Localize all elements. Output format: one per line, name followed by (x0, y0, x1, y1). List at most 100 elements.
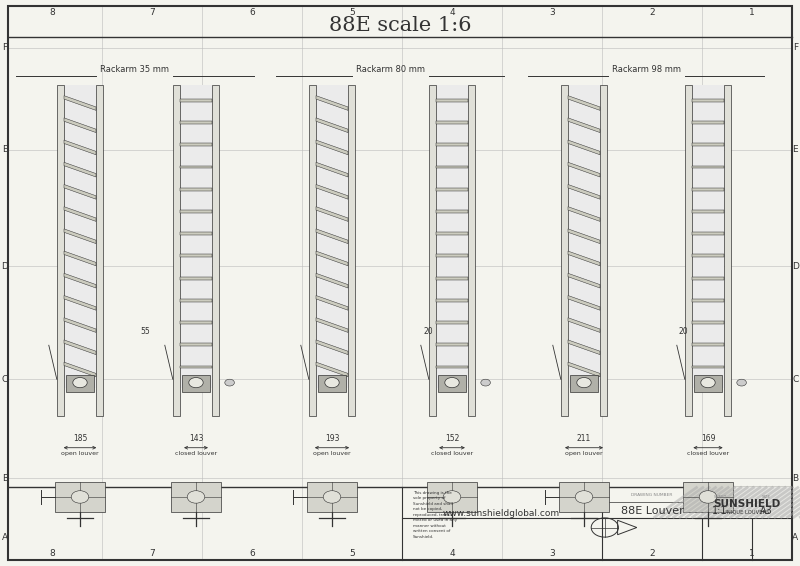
Text: Rackarm 35 mm: Rackarm 35 mm (100, 65, 169, 74)
Polygon shape (568, 96, 600, 110)
Bar (57, 85, 64, 416)
Polygon shape (692, 299, 724, 302)
Text: DRAWING NUMBER: DRAWING NUMBER (631, 492, 673, 497)
Bar (316, 85, 348, 388)
Circle shape (189, 378, 203, 388)
Polygon shape (180, 143, 212, 146)
Polygon shape (64, 362, 96, 377)
Circle shape (71, 491, 89, 503)
Text: F: F (793, 43, 798, 52)
Text: A: A (2, 533, 8, 542)
Polygon shape (692, 366, 724, 368)
Polygon shape (180, 210, 212, 213)
Bar (348, 85, 355, 416)
Polygon shape (316, 251, 348, 266)
Polygon shape (64, 229, 96, 243)
Bar (55, 482, 105, 512)
Polygon shape (692, 232, 724, 235)
Text: A: A (792, 533, 798, 542)
Bar (66, 375, 94, 392)
Polygon shape (568, 318, 600, 332)
Text: 2: 2 (649, 549, 655, 558)
Text: A3: A3 (760, 506, 773, 516)
Polygon shape (316, 118, 348, 132)
Text: 211: 211 (577, 434, 591, 443)
Text: E: E (792, 145, 798, 155)
Text: closed louver: closed louver (687, 451, 729, 456)
Polygon shape (180, 99, 212, 102)
Polygon shape (316, 96, 348, 110)
Text: 185: 185 (73, 434, 87, 443)
Polygon shape (64, 185, 96, 199)
Polygon shape (568, 140, 600, 155)
Circle shape (325, 378, 339, 388)
Text: Rackarm 98 mm: Rackarm 98 mm (612, 65, 681, 74)
Polygon shape (64, 118, 96, 132)
Text: B: B (2, 474, 8, 483)
Bar (436, 85, 468, 388)
Polygon shape (180, 188, 212, 191)
Polygon shape (64, 318, 96, 332)
Text: 5: 5 (349, 549, 355, 558)
Text: 143: 143 (189, 434, 203, 443)
Polygon shape (316, 295, 348, 310)
Polygon shape (316, 362, 348, 377)
Polygon shape (692, 121, 724, 124)
Polygon shape (180, 277, 212, 280)
Polygon shape (568, 273, 600, 288)
Polygon shape (180, 321, 212, 324)
Text: open louver: open louver (61, 451, 99, 456)
Polygon shape (692, 143, 724, 146)
Circle shape (481, 379, 490, 386)
Text: open louver: open louver (565, 451, 603, 456)
Polygon shape (316, 229, 348, 243)
Circle shape (701, 378, 715, 388)
Bar (182, 375, 210, 392)
Text: 193: 193 (325, 434, 339, 443)
Polygon shape (568, 251, 600, 266)
Bar (468, 85, 475, 416)
Polygon shape (180, 232, 212, 235)
Circle shape (323, 491, 341, 503)
Polygon shape (568, 340, 600, 355)
Polygon shape (692, 255, 724, 258)
Polygon shape (436, 188, 468, 191)
Circle shape (445, 378, 459, 388)
Text: open louver: open louver (313, 451, 351, 456)
Bar (702, 487, 791, 518)
Bar (438, 375, 466, 392)
Bar (318, 375, 346, 392)
Bar (559, 482, 609, 512)
Text: 152: 152 (445, 434, 459, 443)
Polygon shape (180, 121, 212, 124)
Text: 7: 7 (149, 549, 155, 558)
Polygon shape (692, 277, 724, 280)
Polygon shape (436, 255, 468, 258)
Polygon shape (180, 255, 212, 258)
Polygon shape (436, 99, 468, 102)
Polygon shape (568, 118, 600, 132)
Polygon shape (568, 229, 600, 243)
Text: 169: 169 (701, 434, 715, 443)
Polygon shape (180, 366, 212, 368)
Bar (307, 482, 357, 512)
Circle shape (187, 491, 205, 503)
Text: 5: 5 (349, 8, 355, 17)
Text: D: D (792, 261, 798, 271)
Text: 8: 8 (49, 549, 55, 558)
Polygon shape (436, 143, 468, 146)
Bar (173, 85, 180, 416)
Bar (694, 375, 722, 392)
Bar (309, 85, 316, 416)
Bar (570, 375, 598, 392)
Circle shape (699, 491, 717, 503)
Text: 1: 1 (749, 549, 755, 558)
Text: F: F (2, 43, 7, 52)
Polygon shape (180, 166, 212, 169)
Bar (683, 482, 733, 512)
Text: closed louver: closed louver (175, 451, 217, 456)
Polygon shape (64, 140, 96, 155)
Polygon shape (692, 321, 724, 324)
Bar (600, 85, 607, 416)
Polygon shape (436, 210, 468, 213)
